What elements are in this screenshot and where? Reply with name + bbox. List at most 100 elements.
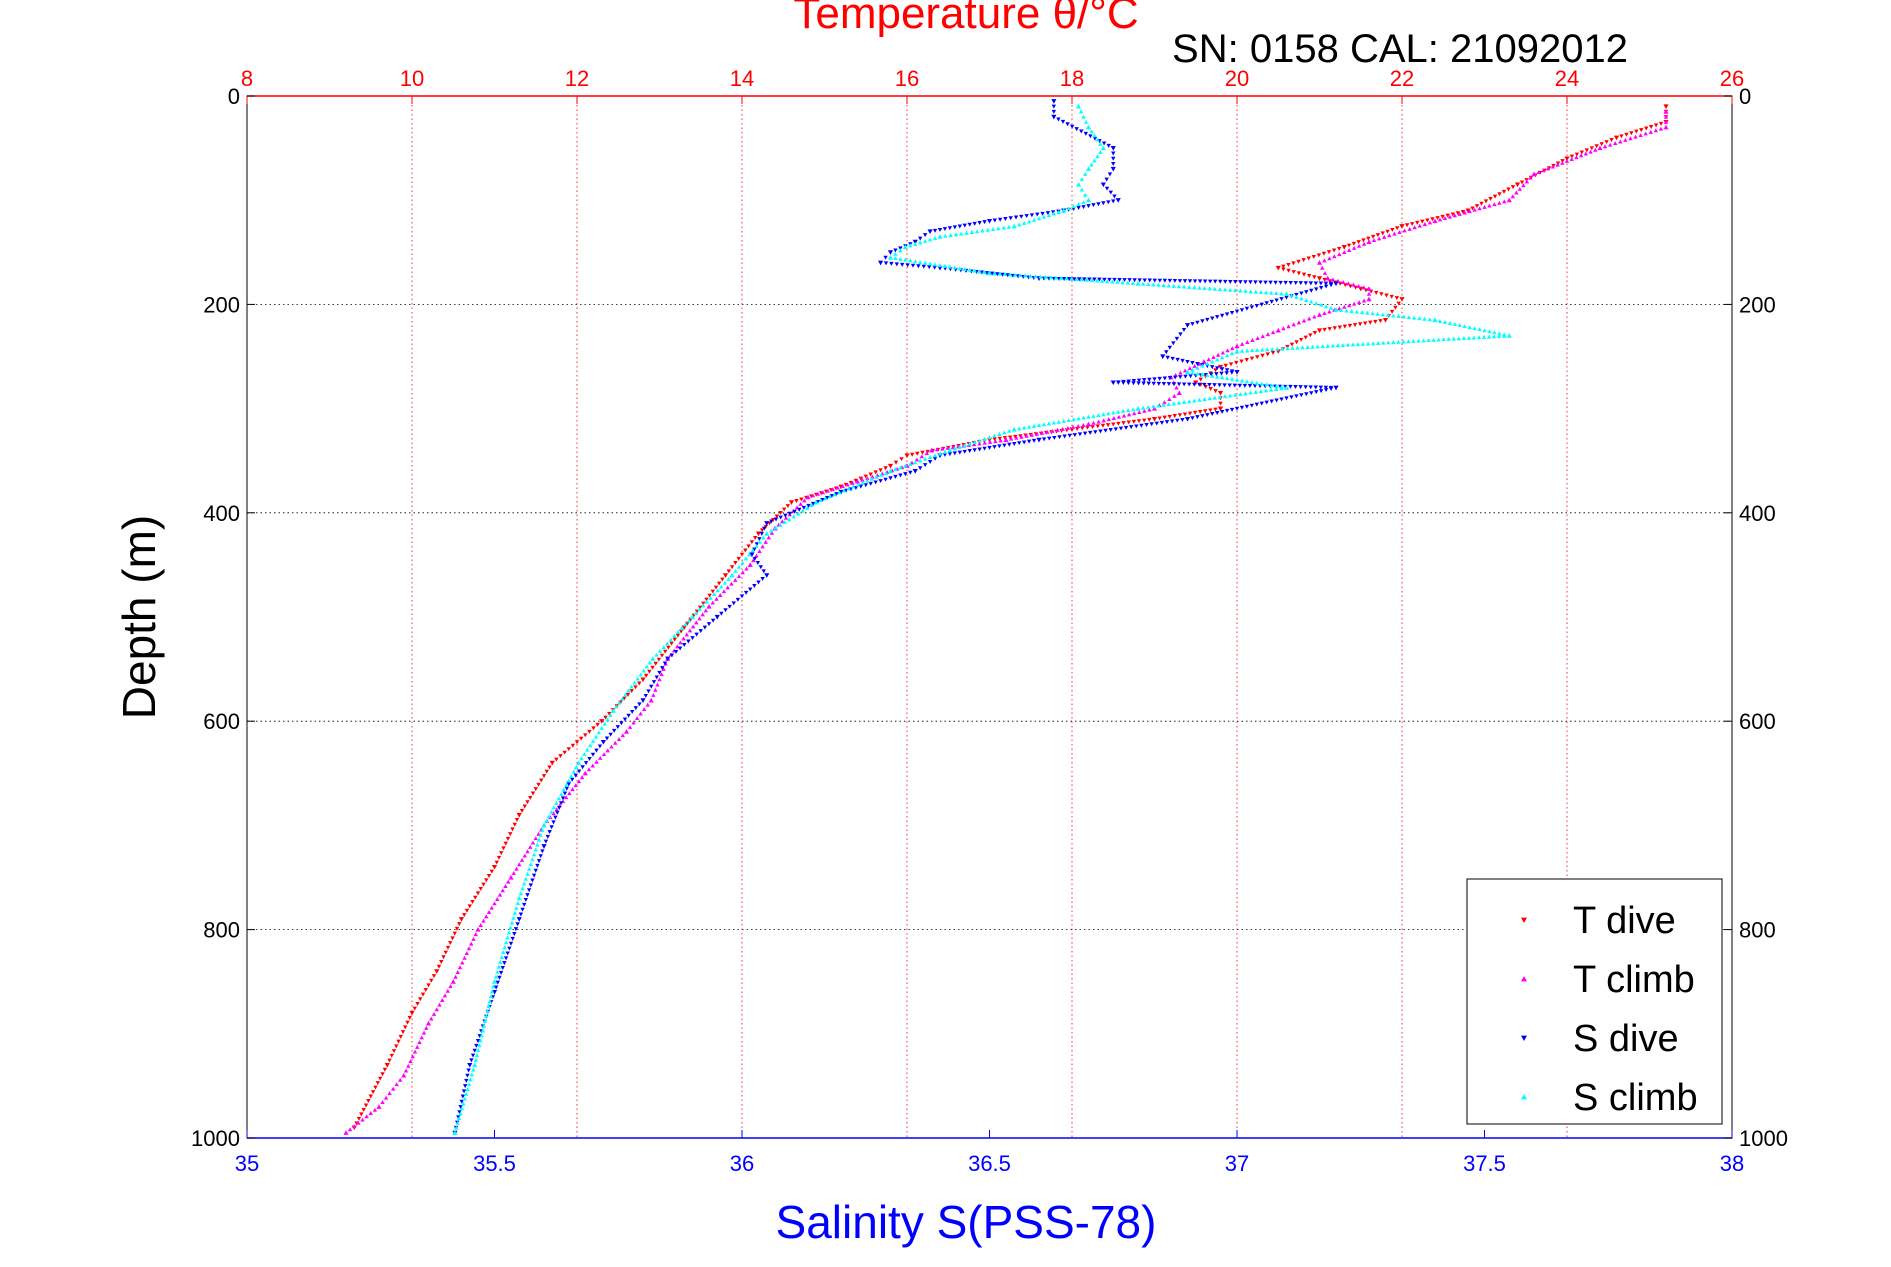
data-point-t-dive <box>499 851 504 856</box>
data-point-s-dive <box>1082 431 1088 436</box>
data-point-s-climb <box>1207 396 1212 401</box>
data-point-s-climb <box>1422 316 1427 321</box>
data-point-s-dive <box>1304 290 1309 295</box>
data-point-t-climb <box>410 1054 415 1059</box>
data-point-s-dive <box>1074 127 1079 132</box>
data-point-t-climb <box>564 795 569 800</box>
data-point-s-dive <box>1087 277 1092 282</box>
data-point-t-dive <box>1321 251 1327 256</box>
data-point-s-climb <box>1365 310 1370 315</box>
data-point-t-dive <box>1356 240 1361 245</box>
data-point-t-dive <box>464 908 470 913</box>
data-point-t-climb <box>998 438 1003 443</box>
data-point-t-climb <box>1643 131 1648 136</box>
data-point-s-dive <box>1100 182 1106 188</box>
data-point-s-climb <box>1176 284 1182 289</box>
data-point-s-climb <box>541 822 547 828</box>
data-point-s-dive <box>1180 358 1185 363</box>
data-point-s-climb <box>650 656 656 661</box>
data-point-s-dive <box>1178 375 1183 380</box>
data-point-t-dive <box>663 649 668 654</box>
data-point-s-climb <box>1396 339 1401 344</box>
data-point-t-dive <box>1294 340 1299 345</box>
data-point-s-climb <box>1279 386 1284 391</box>
data-point-s-dive <box>1333 281 1339 287</box>
data-point-s-climb <box>478 1038 483 1043</box>
data-point-s-dive <box>1108 428 1113 432</box>
data-point-t-dive <box>622 696 627 701</box>
data-point-s-climb <box>982 270 987 275</box>
data-point-t-dive <box>1312 275 1317 280</box>
data-point-t-dive <box>1270 350 1276 355</box>
data-point-s-climb <box>1036 423 1042 428</box>
data-point-s-dive <box>518 912 524 917</box>
data-point-t-dive <box>1187 411 1193 416</box>
data-point-t-dive <box>1501 189 1507 194</box>
data-point-t-dive <box>1366 236 1371 241</box>
data-point-s-climb <box>533 847 538 852</box>
data-point-s-climb <box>522 881 527 886</box>
tick-label-salinity: 37.5 <box>1463 1151 1506 1176</box>
data-point-t-climb <box>1151 406 1158 411</box>
data-point-s-dive <box>669 653 675 658</box>
data-point-s-climb <box>1401 339 1406 344</box>
data-point-t-climb <box>631 720 636 725</box>
data-point-t-dive <box>716 581 722 586</box>
data-point-s-climb <box>1227 287 1233 292</box>
data-point-s-climb <box>773 525 778 530</box>
data-point-s-dive <box>787 511 793 516</box>
data-point-s-dive <box>1259 302 1264 307</box>
data-point-s-climb <box>1268 290 1274 295</box>
data-point-s-dive <box>927 265 932 270</box>
data-point-s-dive <box>657 670 662 675</box>
data-point-s-climb <box>1238 392 1243 396</box>
data-point-t-dive <box>672 637 677 642</box>
data-point-s-climb <box>1076 202 1081 207</box>
data-point-t-dive <box>366 1099 371 1103</box>
data-point-s-climb <box>743 556 749 561</box>
data-point-s-dive <box>719 611 724 616</box>
data-point-t-climb <box>1174 385 1179 390</box>
data-point-t-climb <box>820 490 826 495</box>
data-point-t-climb <box>424 1025 429 1030</box>
data-point-s-dive <box>1026 439 1032 444</box>
data-point-s-dive <box>1229 407 1235 412</box>
data-point-s-climb <box>977 269 982 274</box>
data-point-t-climb <box>1225 348 1230 353</box>
data-point-t-dive <box>1331 248 1337 253</box>
data-point-t-dive <box>391 1049 397 1054</box>
data-point-t-dive <box>774 514 780 519</box>
data-point-t-climb <box>613 740 618 745</box>
data-point-s-dive <box>898 246 903 251</box>
data-point-s-climb <box>1270 347 1275 352</box>
data-point-s-dive <box>1139 423 1144 428</box>
data-point-s-climb <box>590 738 596 743</box>
data-point-s-dive <box>1197 279 1203 284</box>
data-point-s-dive <box>466 1068 471 1073</box>
data-point-t-dive <box>1326 250 1332 255</box>
data-point-s-climb <box>472 1062 478 1068</box>
series-t-dive <box>351 104 1669 1131</box>
data-point-s-dive <box>932 228 938 233</box>
data-point-t-climb <box>570 787 575 792</box>
data-point-t-dive <box>359 1112 364 1117</box>
data-point-t-climb <box>406 1063 411 1068</box>
data-point-s-dive <box>1175 418 1180 423</box>
data-point-t-dive <box>1519 180 1525 185</box>
data-point-s-climb <box>1210 359 1215 364</box>
data-point-s-climb <box>827 494 833 499</box>
data-point-s-dive <box>541 844 547 849</box>
data-point-t-dive <box>1440 214 1445 219</box>
data-point-s-climb <box>1224 353 1230 358</box>
data-point-s-climb <box>1476 335 1482 340</box>
data-point-s-dive <box>1263 280 1268 285</box>
data-point-s-climb <box>722 580 728 585</box>
data-point-s-climb <box>544 818 549 823</box>
data-point-t-dive <box>1136 419 1142 424</box>
data-point-s-dive <box>1040 211 1045 216</box>
data-point-t-climb <box>1382 234 1387 239</box>
data-point-t-dive <box>443 950 448 955</box>
data-point-t-dive <box>441 955 446 960</box>
data-point-t-climb <box>783 515 789 520</box>
data-point-s-climb <box>632 680 637 685</box>
